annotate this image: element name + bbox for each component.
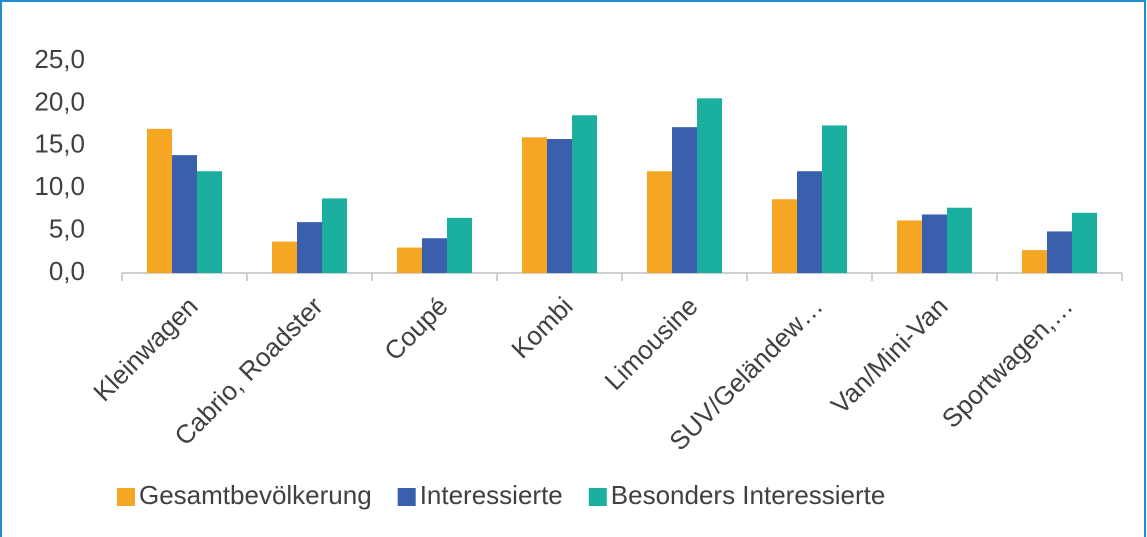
bar: [1022, 250, 1047, 273]
legend-label: Gesamtbevölkerung: [139, 480, 372, 510]
y-tick-label: 15,0: [34, 129, 85, 159]
bar: [172, 155, 197, 273]
legend-label: Interessierte: [420, 480, 563, 510]
bar: [422, 238, 447, 273]
y-tick-label: 5,0: [49, 213, 85, 243]
bar: [547, 139, 572, 273]
bar: [522, 137, 547, 273]
bar: [672, 127, 697, 273]
legend-swatch: [117, 488, 135, 506]
bar: [1072, 212, 1097, 273]
legend-swatch: [397, 488, 416, 506]
bar: [697, 98, 722, 273]
bar: [897, 220, 922, 273]
bar: [322, 198, 347, 273]
bar: [922, 214, 947, 273]
legend-label: Besonders Interessierte: [611, 480, 886, 510]
bar: [272, 241, 297, 273]
bar: [1047, 231, 1072, 273]
y-tick-label: 25,0: [34, 44, 85, 74]
bar: [822, 125, 847, 273]
y-tick-label: 10,0: [34, 171, 85, 201]
bar: [647, 171, 672, 273]
y-tick-label: 0,0: [49, 256, 85, 286]
bar: [572, 115, 597, 273]
bar: [772, 199, 797, 273]
bar: [797, 171, 822, 273]
bar: [397, 247, 422, 273]
bar: [947, 207, 972, 273]
bar: [147, 128, 172, 273]
bar: [197, 171, 222, 273]
bar: [297, 222, 322, 273]
y-tick-label: 20,0: [34, 86, 85, 116]
legend-swatch: [588, 488, 607, 506]
bar: [447, 217, 472, 273]
